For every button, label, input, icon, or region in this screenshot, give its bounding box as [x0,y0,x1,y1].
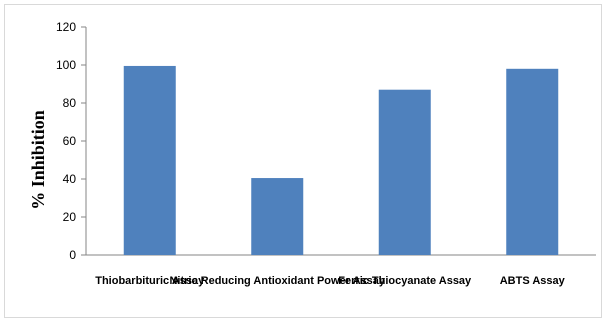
y-ticks: 0 20 40 60 80 100 120 [56,20,86,262]
y-tick-label: 100 [56,58,76,72]
chart-frame [4,4,602,318]
x-category-label: Nitric Reducing Antioxidant Power Assay [169,275,385,287]
bar [251,178,304,255]
y-tick-label: 80 [63,96,77,110]
bar [123,65,176,255]
y-tick-label: 20 [63,210,77,224]
y-tick-label: 40 [63,172,77,186]
y-axis-label: % Inhibition [28,110,48,210]
x-category-label: Thiobarbituric Assay [95,275,205,287]
bar [506,68,559,255]
y-tick-label: 0 [69,248,76,262]
bars [123,65,559,255]
x-category-label: ABTS Assay [500,275,566,287]
bar [378,89,431,255]
y-tick-label: 120 [56,20,76,34]
y-tick-label: 60 [63,134,77,148]
x-category-label: Ferric Thiocyanate Assay [338,275,472,287]
